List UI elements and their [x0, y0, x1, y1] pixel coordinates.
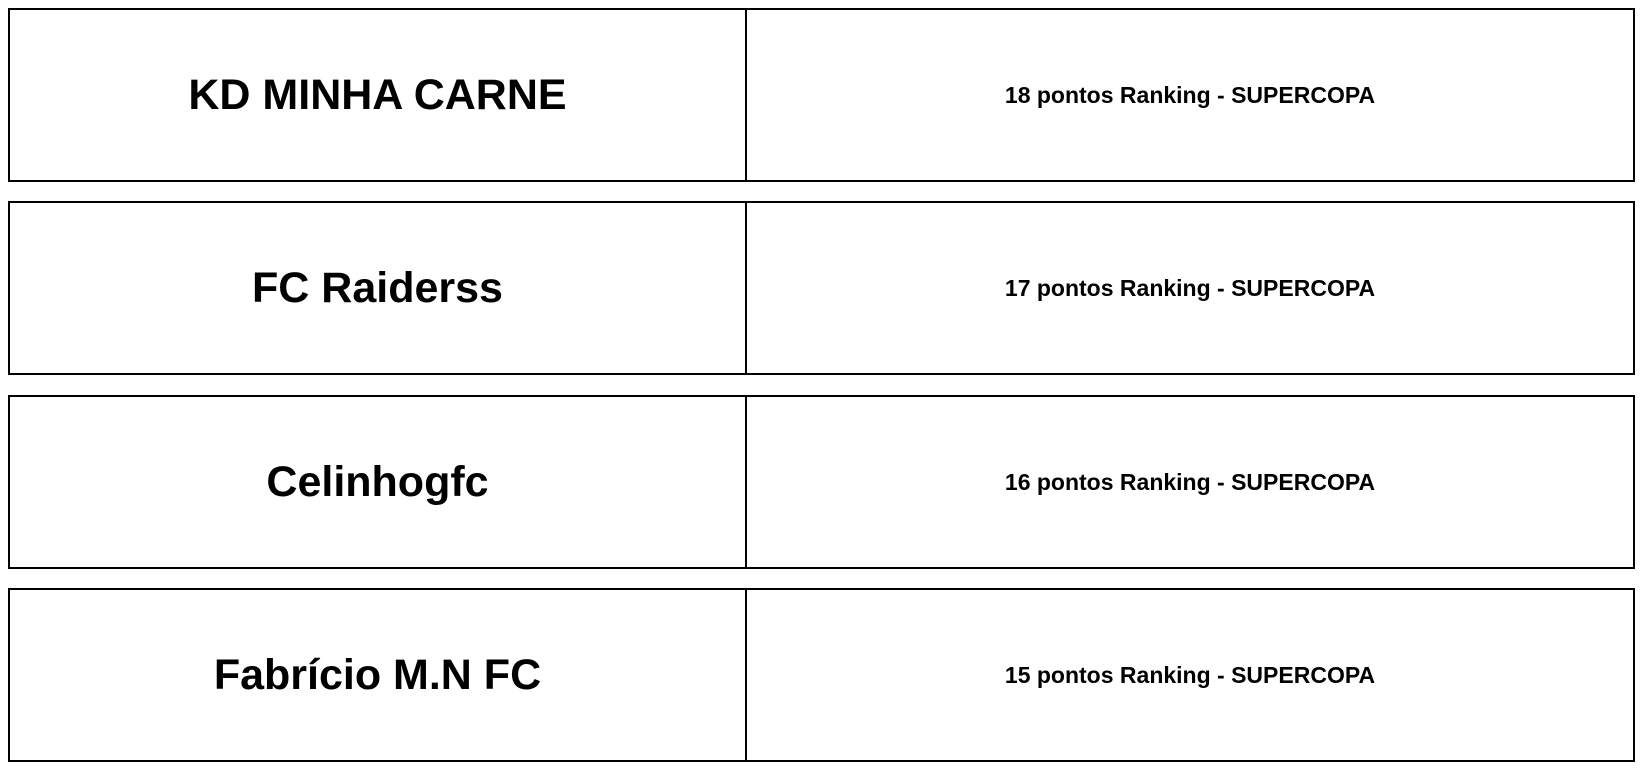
ranking-row: Celinhogfc 16 pontos Ranking - SUPERCOPA	[8, 395, 1635, 569]
team-points: 15 pontos Ranking - SUPERCOPA	[1004, 661, 1376, 688]
team-name: KD MINHA CARNE	[10, 10, 747, 180]
team-points: 16 pontos Ranking - SUPERCOPA	[1004, 468, 1376, 495]
team-name: FC Raiderss	[10, 203, 747, 373]
team-name: Fabrício M.N FC	[10, 590, 747, 760]
team-points: 17 pontos Ranking - SUPERCOPA	[1004, 274, 1376, 301]
team-name: Celinhogfc	[10, 397, 747, 567]
ranking-row: KD MINHA CARNE 18 pontos Ranking - SUPER…	[8, 8, 1635, 182]
ranking-row: FC Raiderss 17 pontos Ranking - SUPERCOP…	[8, 201, 1635, 375]
team-points: 18 pontos Ranking - SUPERCOPA	[1004, 81, 1376, 108]
ranking-row: Fabrício M.N FC 15 pontos Ranking - SUPE…	[8, 588, 1635, 762]
